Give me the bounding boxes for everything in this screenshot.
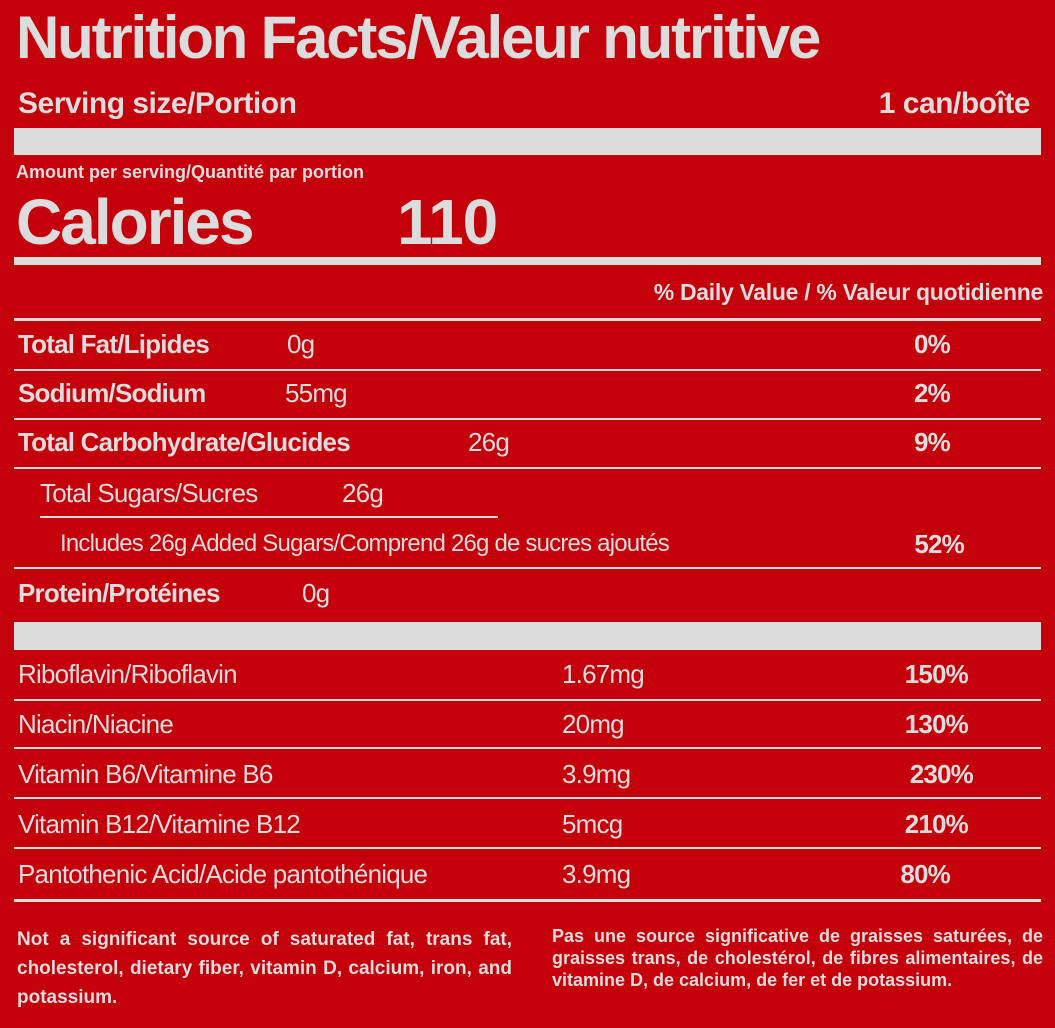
nutrient-dv: 2% xyxy=(914,378,951,408)
nutrient-amount: 26g xyxy=(468,427,510,457)
nutrient-amount: 55mg xyxy=(285,378,348,408)
rule xyxy=(40,516,498,518)
rule xyxy=(14,418,1041,420)
title: Nutrition Facts/Valeur nutritive xyxy=(16,4,821,71)
serving-value: 1 can/boîte xyxy=(878,87,1031,120)
vitamin-amount: 3.9mg xyxy=(562,859,631,889)
nutrient-name: Sodium/Sodium xyxy=(18,378,206,408)
vitamin-dv: 210% xyxy=(904,809,969,839)
calories-value: 110 xyxy=(397,186,498,258)
nutrient-dv: 9% xyxy=(914,427,951,457)
vitamin-amount: 1.67mg xyxy=(562,659,645,689)
rule xyxy=(14,847,1041,849)
rule xyxy=(14,369,1041,371)
vitamin-name: Vitamin B6/Vitamine B6 xyxy=(18,759,273,789)
rule xyxy=(14,747,1041,749)
vitamin-dv: 130% xyxy=(904,709,969,739)
nutrient-dv: 0% xyxy=(914,329,951,359)
nutrient-dv: 52% xyxy=(914,529,964,559)
rule xyxy=(14,797,1041,799)
rule xyxy=(14,699,1041,701)
nutrient-name: Total Fat/Lipides xyxy=(18,329,210,359)
daily-value-header: % Daily Value / % Valeur quotidienne xyxy=(653,279,1044,305)
medium-rule xyxy=(14,257,1041,265)
nutrient-name: Protein/Protéines xyxy=(18,578,220,608)
nutrient-amount: 0g xyxy=(302,578,330,608)
rule xyxy=(14,567,1041,569)
rule xyxy=(14,318,1041,321)
vitamin-name: Pantothenic Acid/Acide pantothénique xyxy=(18,859,428,889)
thick-rule xyxy=(14,128,1041,155)
thick-rule xyxy=(14,622,1041,650)
vitamin-name: Riboflavin/Riboflavin xyxy=(18,659,238,689)
calories-label: Calories xyxy=(16,186,255,258)
rule xyxy=(14,467,1041,469)
footnote-fr: Pas une source significative de graisses… xyxy=(552,926,1043,990)
nutrient-name: Includes 26g Added Sugars/Comprend 26g d… xyxy=(60,530,670,557)
vitamin-name: Vitamin B12/Vitamine B12 xyxy=(18,809,301,839)
footnote-en: Not a significant source of saturated fa… xyxy=(17,929,512,1008)
vitamin-name: Niacin/Niacine xyxy=(18,709,174,739)
nutrient-name: Total Carbohydrate/Glucides xyxy=(18,427,351,457)
nutrient-amount: 26g xyxy=(342,478,384,508)
serving-label: Serving size/Portion xyxy=(18,87,297,120)
nutrient-amount: 0g xyxy=(287,329,315,359)
amount-per-serving: Amount per serving/Quantité par portion xyxy=(16,162,365,182)
vitamin-amount: 3.9mg xyxy=(562,759,631,789)
vitamin-dv: 230% xyxy=(909,759,974,789)
rule xyxy=(14,899,1041,902)
vitamin-dv: 150% xyxy=(904,659,969,689)
nutrient-name: Total Sugars/Sucres xyxy=(40,478,258,508)
vitamin-amount: 5mcg xyxy=(562,809,623,839)
vitamin-dv: 80% xyxy=(900,859,950,889)
vitamin-amount: 20mg xyxy=(562,709,625,739)
